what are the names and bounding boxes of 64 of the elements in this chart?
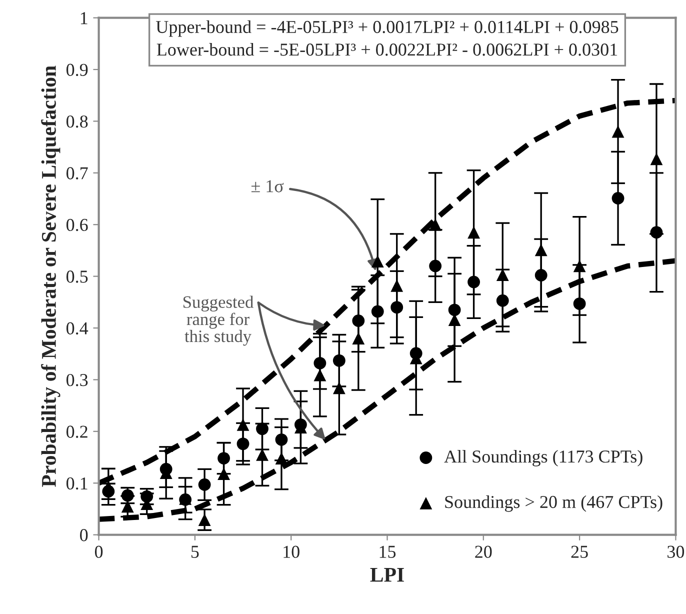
y-tick-label: 0.3 xyxy=(66,374,88,386)
point xyxy=(496,268,509,281)
point xyxy=(236,418,250,431)
point xyxy=(448,304,461,316)
point xyxy=(256,422,268,436)
point xyxy=(573,260,586,272)
point xyxy=(390,279,404,292)
x-tick-label: 10 xyxy=(284,546,300,558)
y-tick-label: 0 xyxy=(80,529,88,542)
point xyxy=(314,356,326,370)
point xyxy=(612,125,624,138)
point xyxy=(429,218,442,231)
point xyxy=(198,514,211,526)
legend-label: All Soundings (1173 CPTs) xyxy=(444,450,642,466)
point xyxy=(410,347,422,360)
point xyxy=(573,297,586,310)
y-tick-label: 0.9 xyxy=(66,64,88,76)
point xyxy=(352,314,365,327)
y-tick-label: 0.6 xyxy=(66,218,88,232)
point xyxy=(275,452,288,464)
point xyxy=(390,301,404,314)
point xyxy=(468,226,480,239)
point xyxy=(332,382,346,394)
point xyxy=(294,418,307,431)
point xyxy=(650,226,663,239)
y-axis-title: Probability of Moderate or Severe Liquefaction xyxy=(41,66,60,487)
point xyxy=(534,244,548,256)
y-tick-label: 0.1 xyxy=(66,477,88,490)
point xyxy=(236,438,250,450)
y-tick-label: 0.4 xyxy=(66,322,88,335)
point xyxy=(496,294,509,307)
point xyxy=(371,305,384,318)
legend-label: Soundings > 20 m (467 CPTs) xyxy=(445,495,662,512)
y-tick-label: 0.8 xyxy=(66,115,88,128)
point xyxy=(314,368,326,382)
point xyxy=(429,260,442,272)
point xyxy=(352,332,365,345)
x-tick-label: 30 xyxy=(668,546,684,558)
annotation: Upper-bound = -4E-05LPI³ + 0.0017LPI² + 0.0114LPI + 0.0985 xyxy=(156,20,618,37)
point xyxy=(218,452,230,464)
point xyxy=(650,152,663,166)
point xyxy=(534,269,548,282)
y-tick-label: 0.2 xyxy=(66,426,88,438)
x-tick-label: 15 xyxy=(380,546,396,558)
point xyxy=(218,468,230,480)
annotation: Lower-bound = -5E-05LPI³ + 0.0022LPI² - 0.0062LPI + 0.0301 xyxy=(156,43,618,56)
annotation: Suggested range for this study xyxy=(183,296,254,346)
point xyxy=(275,433,288,446)
x-tick-label: 5 xyxy=(191,546,199,558)
point xyxy=(121,500,134,513)
x-tick-label: 0 xyxy=(94,546,103,558)
x-tick-label: 25 xyxy=(571,546,588,558)
point xyxy=(468,276,480,288)
x-tick-label: 20 xyxy=(475,546,492,558)
point xyxy=(332,354,346,367)
annotation: ± 1σ xyxy=(251,180,284,192)
point xyxy=(160,462,172,476)
point xyxy=(198,478,211,491)
point xyxy=(371,255,384,268)
y-tick-label: 0.5 xyxy=(66,270,88,283)
x-axis-title: LPI xyxy=(370,568,404,582)
y-tick-label: 0.7 xyxy=(66,167,88,180)
point xyxy=(612,192,624,204)
y-tick-label: 1 xyxy=(80,12,88,24)
